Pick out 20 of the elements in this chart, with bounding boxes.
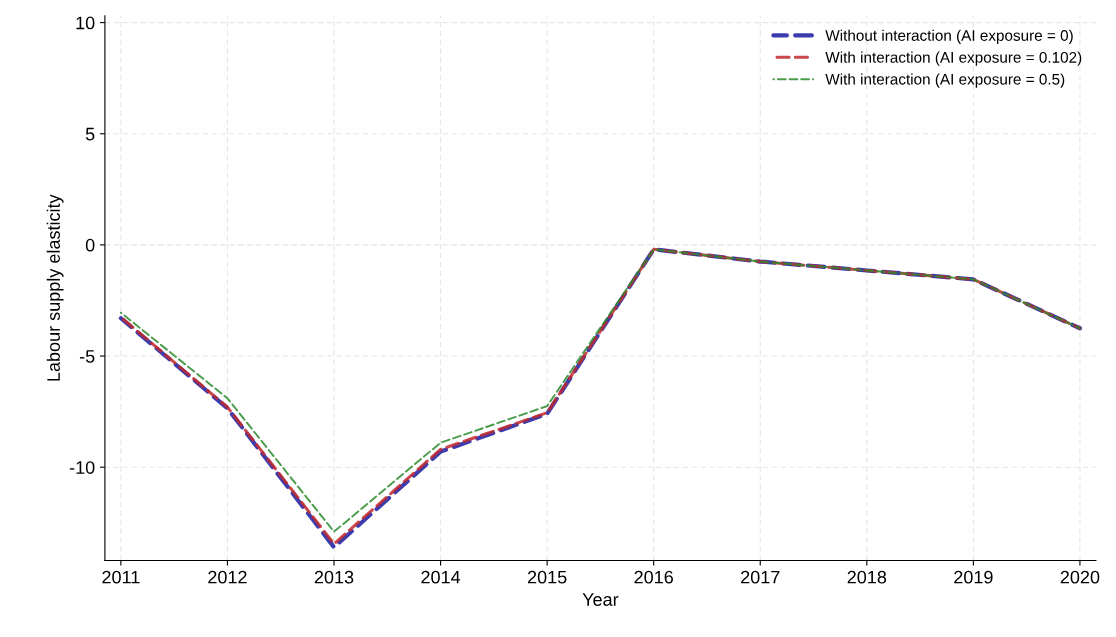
- x-tick-label: 2015: [527, 570, 567, 584]
- y-tick-label: -10: [69, 461, 95, 474]
- x-axis-title: Year: [582, 593, 619, 606]
- x-tick-label: 2017: [741, 570, 780, 584]
- y-tick-label: 10: [76, 16, 95, 30]
- y-tick-label: 0: [85, 238, 95, 252]
- x-tick-label: 2016: [634, 570, 673, 584]
- x-tick-label: 2011: [102, 570, 140, 584]
- x-tick-label: 2018: [847, 570, 887, 584]
- y-tick-label: 5: [85, 127, 95, 141]
- x-tick-label: 2012: [208, 570, 247, 584]
- legend-label: Without interaction (AI exposure = 0): [825, 29, 1073, 44]
- x-tick-label: 2013: [314, 570, 354, 584]
- y-axis-title: Labour supply elasticity: [46, 194, 64, 381]
- y-tick-label: -5: [79, 350, 95, 363]
- x-tick-label: 2020: [1060, 570, 1100, 584]
- x-tick-label: 2019: [954, 570, 993, 584]
- legend-label: With interaction (AI exposure = 0.5): [825, 73, 1065, 88]
- x-tick-label: 2014: [421, 570, 461, 584]
- legend-label: With interaction (AI exposure = 0.102): [825, 51, 1082, 66]
